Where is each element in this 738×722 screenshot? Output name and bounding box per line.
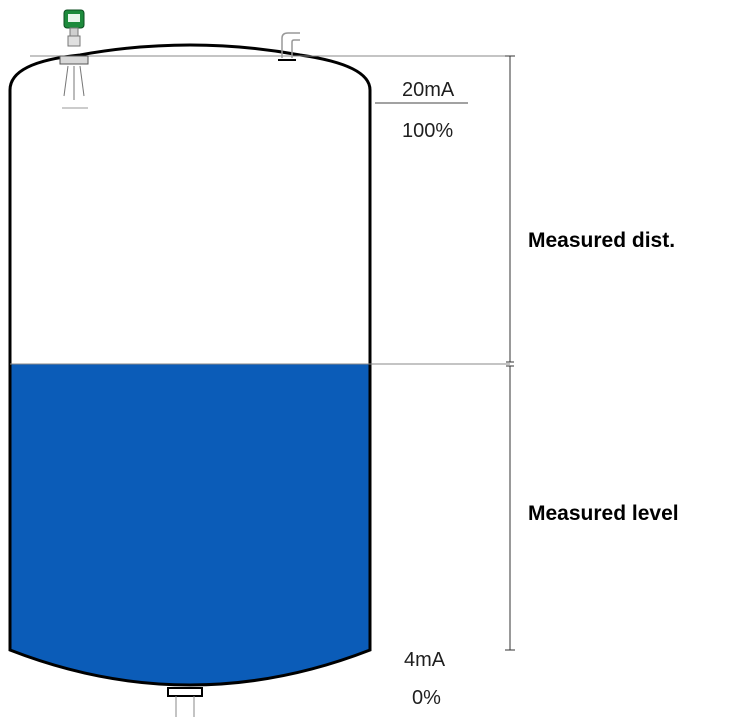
bottom-current-label: 4mA [404, 649, 446, 671]
measured-distance-label: Measured dist. [528, 229, 675, 252]
liquid-fill [10, 364, 370, 685]
bottom-percent-label: 0% [412, 687, 441, 709]
top-current-label: 20mA [402, 79, 455, 101]
level-dimension [505, 365, 515, 651]
radar-level-transmitter-icon [59, 9, 89, 109]
measured-level-label: Measured level [528, 502, 679, 525]
tank-body [8, 43, 372, 687]
top-percent-label: 100% [402, 120, 453, 142]
distance-dimension [505, 55, 515, 363]
pipe-nozzle-icon [278, 32, 300, 61]
drain-outlet-icon [167, 687, 203, 717]
